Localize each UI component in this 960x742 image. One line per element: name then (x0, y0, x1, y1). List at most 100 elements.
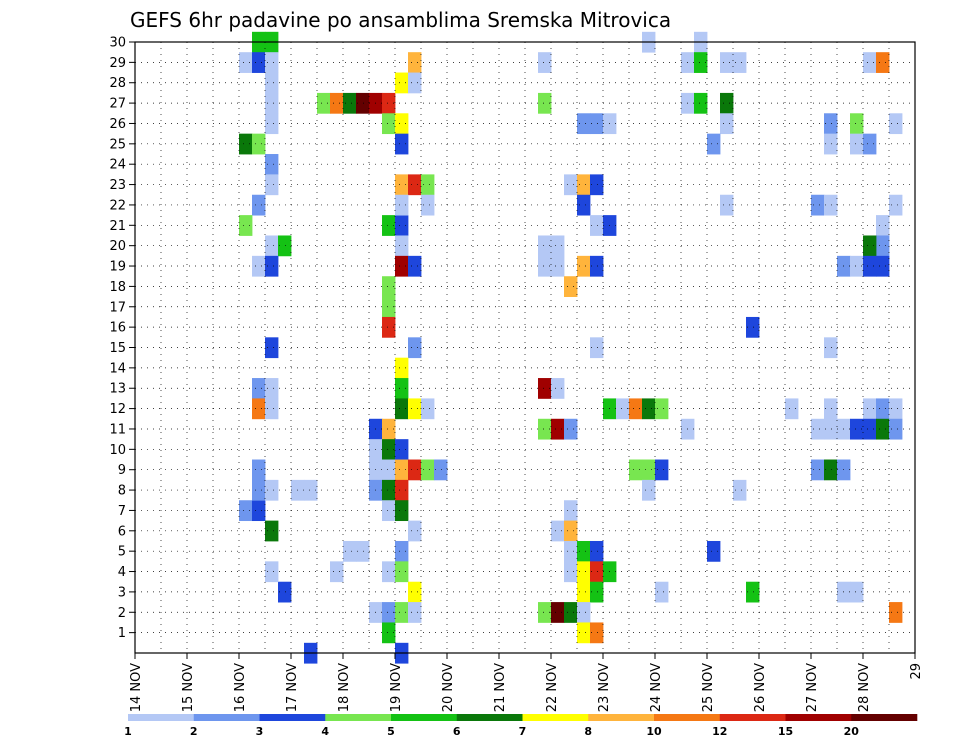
cell-138 (577, 581, 591, 603)
y-tick-label-22: 22 (109, 198, 126, 213)
y-tick-label-8: 8 (118, 484, 126, 499)
cell-163 (655, 581, 669, 603)
cell-107 (551, 235, 565, 257)
y-tick-label-11: 11 (109, 422, 126, 437)
cell-192 (889, 418, 903, 440)
cell-151 (733, 52, 747, 73)
cell-96 (538, 92, 552, 114)
cell-176 (863, 235, 877, 257)
cell-56 (395, 255, 409, 277)
cell-22 (265, 398, 279, 420)
legend-label-11: 20 (844, 725, 860, 738)
cell-123 (655, 398, 669, 420)
legend-label-0: 1 (124, 725, 132, 738)
cell-159 (733, 479, 747, 501)
cell-73 (382, 459, 396, 481)
cell-165 (824, 113, 838, 135)
cell-90 (382, 602, 396, 623)
cell-64 (395, 398, 409, 420)
cell-8 (239, 133, 253, 155)
cell-185 (889, 398, 903, 420)
cell-93 (382, 622, 396, 644)
cell-169 (863, 133, 877, 155)
cell-15 (278, 235, 292, 257)
cell-23 (239, 500, 253, 522)
cell-136 (590, 561, 604, 583)
y-tick-label-15: 15 (109, 341, 126, 356)
cell-33 (330, 561, 344, 583)
cell-52 (421, 194, 435, 216)
x-tick-label-0: 14 NOV (129, 663, 144, 712)
cell-109 (551, 255, 565, 277)
legend-label-10: 15 (778, 725, 793, 738)
legend-label-9: 12 (712, 725, 727, 738)
y-tick-label-20: 20 (109, 239, 126, 254)
cell-153 (694, 92, 708, 114)
cell-61 (408, 337, 422, 359)
y-tick-label-30: 30 (109, 36, 126, 51)
cell-108 (538, 255, 552, 277)
cell-193 (811, 459, 825, 481)
y-axis: 1234567891011121314151617181920212223242… (109, 36, 135, 641)
y-tick-label-14: 14 (109, 361, 126, 376)
cell-36 (317, 92, 331, 114)
cell-68 (382, 418, 396, 440)
x-tick-label-15: 29 (909, 663, 924, 680)
cell-189 (850, 418, 864, 440)
y-tick-label-3: 3 (118, 585, 126, 600)
cell-167 (824, 133, 838, 155)
cell-18 (265, 337, 279, 359)
legend-label-3: 4 (321, 725, 329, 738)
cell-133 (590, 540, 604, 562)
cell-81 (382, 500, 396, 522)
cell-149 (694, 52, 708, 73)
cell-132 (577, 540, 591, 562)
cell-114 (538, 378, 552, 399)
x-tick-label-4: 18 NOV (337, 663, 352, 712)
cell-118 (564, 418, 578, 440)
cell-135 (577, 561, 591, 583)
legend-swatch-10 (785, 714, 852, 721)
cell-122 (642, 398, 656, 420)
cell-54 (395, 72, 409, 94)
cell-50 (421, 174, 435, 196)
cell-186 (811, 418, 825, 440)
cell-197 (850, 581, 864, 603)
cell-166 (850, 113, 864, 135)
cell-164 (746, 581, 760, 603)
cell-53 (408, 52, 422, 73)
cell-31 (278, 581, 292, 603)
cell-14 (265, 235, 279, 257)
cell-158 (746, 316, 760, 338)
cell-5 (265, 72, 279, 94)
cell-178 (850, 255, 864, 277)
cell-74 (395, 459, 409, 481)
cell-42 (382, 113, 396, 135)
y-tick-label-23: 23 (109, 178, 126, 193)
y-tick-label-19: 19 (109, 260, 126, 275)
x-tick-label-8: 22 NOV (545, 663, 560, 712)
cell-6 (265, 92, 279, 114)
cell-71 (395, 439, 409, 460)
legend-swatch-4 (391, 714, 458, 721)
cell-39 (356, 92, 370, 114)
y-tick-label-28: 28 (109, 76, 126, 91)
legend-label-2: 3 (256, 725, 264, 738)
cell-128 (564, 500, 578, 522)
legend-label-8: 10 (646, 725, 662, 738)
cell-156 (707, 133, 721, 155)
x-tick-label-7: 21 NOV (493, 663, 508, 712)
legend-label-4: 5 (387, 725, 395, 738)
cell-170 (889, 113, 903, 135)
legend-swatch-6 (522, 714, 589, 721)
legend-swatch-2 (259, 714, 326, 721)
cell-175 (876, 235, 890, 257)
cell-140 (538, 602, 552, 623)
cell-200 (889, 602, 903, 623)
cell-102 (590, 174, 604, 196)
y-tick-label-4: 4 (118, 565, 126, 580)
cell-142 (564, 602, 578, 623)
x-tick-label-6: 20 NOV (441, 663, 456, 712)
cell-150 (720, 52, 734, 73)
